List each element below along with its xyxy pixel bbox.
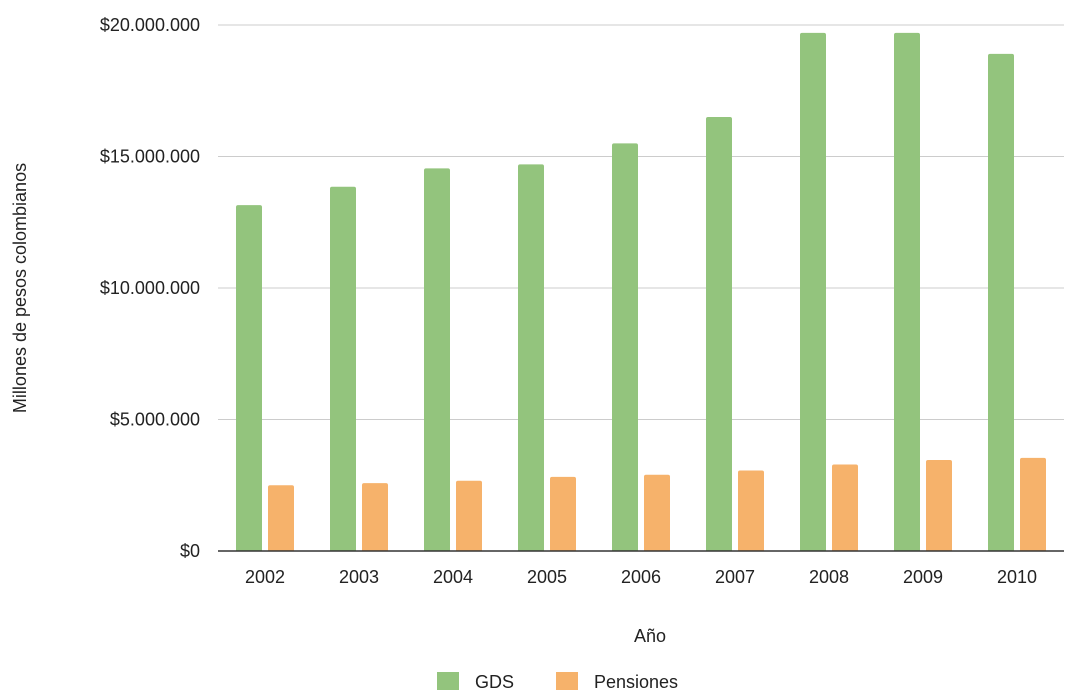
x-tick-label: 2010 [997, 567, 1037, 587]
legend-label-gds: GDS [475, 672, 514, 692]
bar-pensiones-2006 [644, 474, 670, 551]
legend-label-pensiones: Pensiones [594, 672, 678, 692]
y-tick-label: $5.000.000 [110, 410, 200, 430]
bar-gds-2008 [800, 32, 826, 551]
legend: GDS Pensiones [437, 672, 678, 692]
x-tick-label: 2005 [527, 567, 567, 587]
bar-pensiones-2010 [1020, 457, 1046, 551]
x-tick-label: 2007 [715, 567, 755, 587]
x-tick-label: 2008 [809, 567, 849, 587]
bar-gds-2005 [518, 164, 544, 551]
bars [236, 32, 1046, 552]
legend-swatch-gds [437, 672, 459, 690]
bar-gds-2007 [706, 117, 732, 552]
bar-gds-2002 [236, 205, 262, 551]
bar-pensiones-2007 [738, 470, 764, 551]
x-axis-title: Año [634, 626, 666, 646]
bar-pensiones-2005 [550, 476, 576, 551]
x-tick-label: 2003 [339, 567, 379, 587]
x-tick-label: 2004 [433, 567, 473, 587]
gridlines [218, 24, 1064, 420]
bar-gds-2009 [894, 32, 920, 551]
bar-pensiones-2008 [832, 464, 858, 551]
bar-pensiones-2002 [268, 485, 294, 551]
legend-swatch-pensiones [556, 672, 578, 690]
bar-gds-2010 [988, 53, 1014, 552]
y-tick-label: $20.000.000 [100, 15, 200, 35]
x-tick-label: 2002 [245, 567, 285, 587]
y-axis-title: Millones de pesos colombianos [10, 163, 30, 413]
bar-pensiones-2004 [456, 480, 482, 551]
y-tick-label: $15.000.000 [100, 147, 200, 167]
bar-gds-2003 [330, 186, 356, 551]
bar-pensiones-2009 [926, 460, 952, 551]
axes: $0 $5.000.000 $10.000.000 $15.000.000 $20.00… [100, 15, 1064, 587]
x-tick-label: 2006 [621, 567, 661, 587]
bar-gds-2004 [424, 168, 450, 551]
y-tick-label: $10.000.000 [100, 278, 200, 298]
bar-gds-2006 [612, 143, 638, 551]
bar-pensiones-2003 [362, 483, 388, 551]
y-tick-label: $0 [180, 541, 200, 561]
x-tick-label: 2009 [903, 567, 943, 587]
